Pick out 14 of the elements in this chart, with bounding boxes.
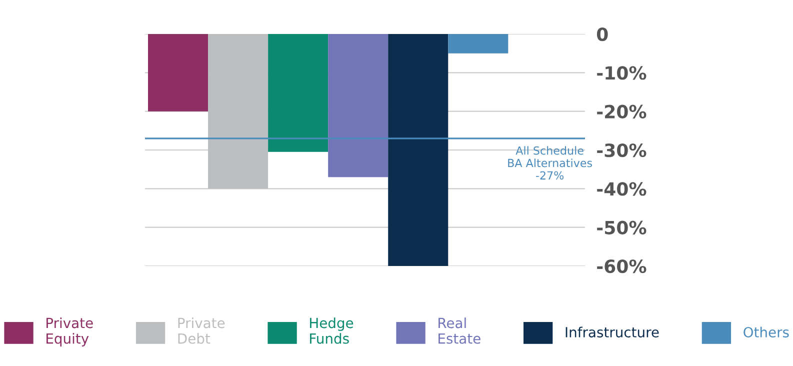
legend-label: Hedge Funds [310,317,354,344]
legend-label: Private Debt [178,317,225,344]
y-tick-label: -20% [597,104,646,118]
y-tick-label: -10% [597,66,646,80]
legend-label: Others [744,326,789,338]
y-tick-label: -60% [597,259,646,274]
legend-label: Real Estate [438,317,480,344]
y-tick-label: -50% [597,220,646,234]
legend-label: Infrastructure [566,326,659,338]
legend-label: Private Equity [46,317,93,346]
y-tick-label: 0 [596,27,608,42]
ref-line-label: All Schedule BA Alternatives -27% [508,146,592,180]
y-tick-label: -30% [597,143,646,158]
y-tick-label: -40% [597,182,646,196]
